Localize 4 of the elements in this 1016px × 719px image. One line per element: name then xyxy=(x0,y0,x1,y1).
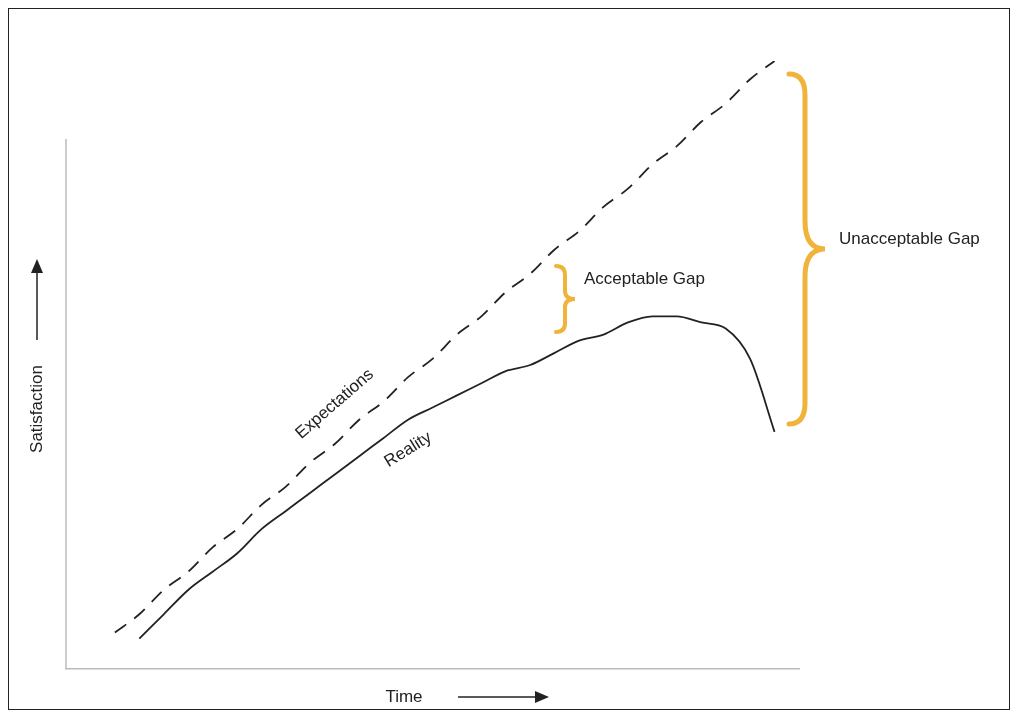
annotation: Acceptable Gap xyxy=(584,268,705,288)
x-axis-title: Time xyxy=(385,686,423,706)
text: Unacceptable Gap xyxy=(839,228,980,248)
y-axis-title: Satisfaction xyxy=(26,365,46,453)
